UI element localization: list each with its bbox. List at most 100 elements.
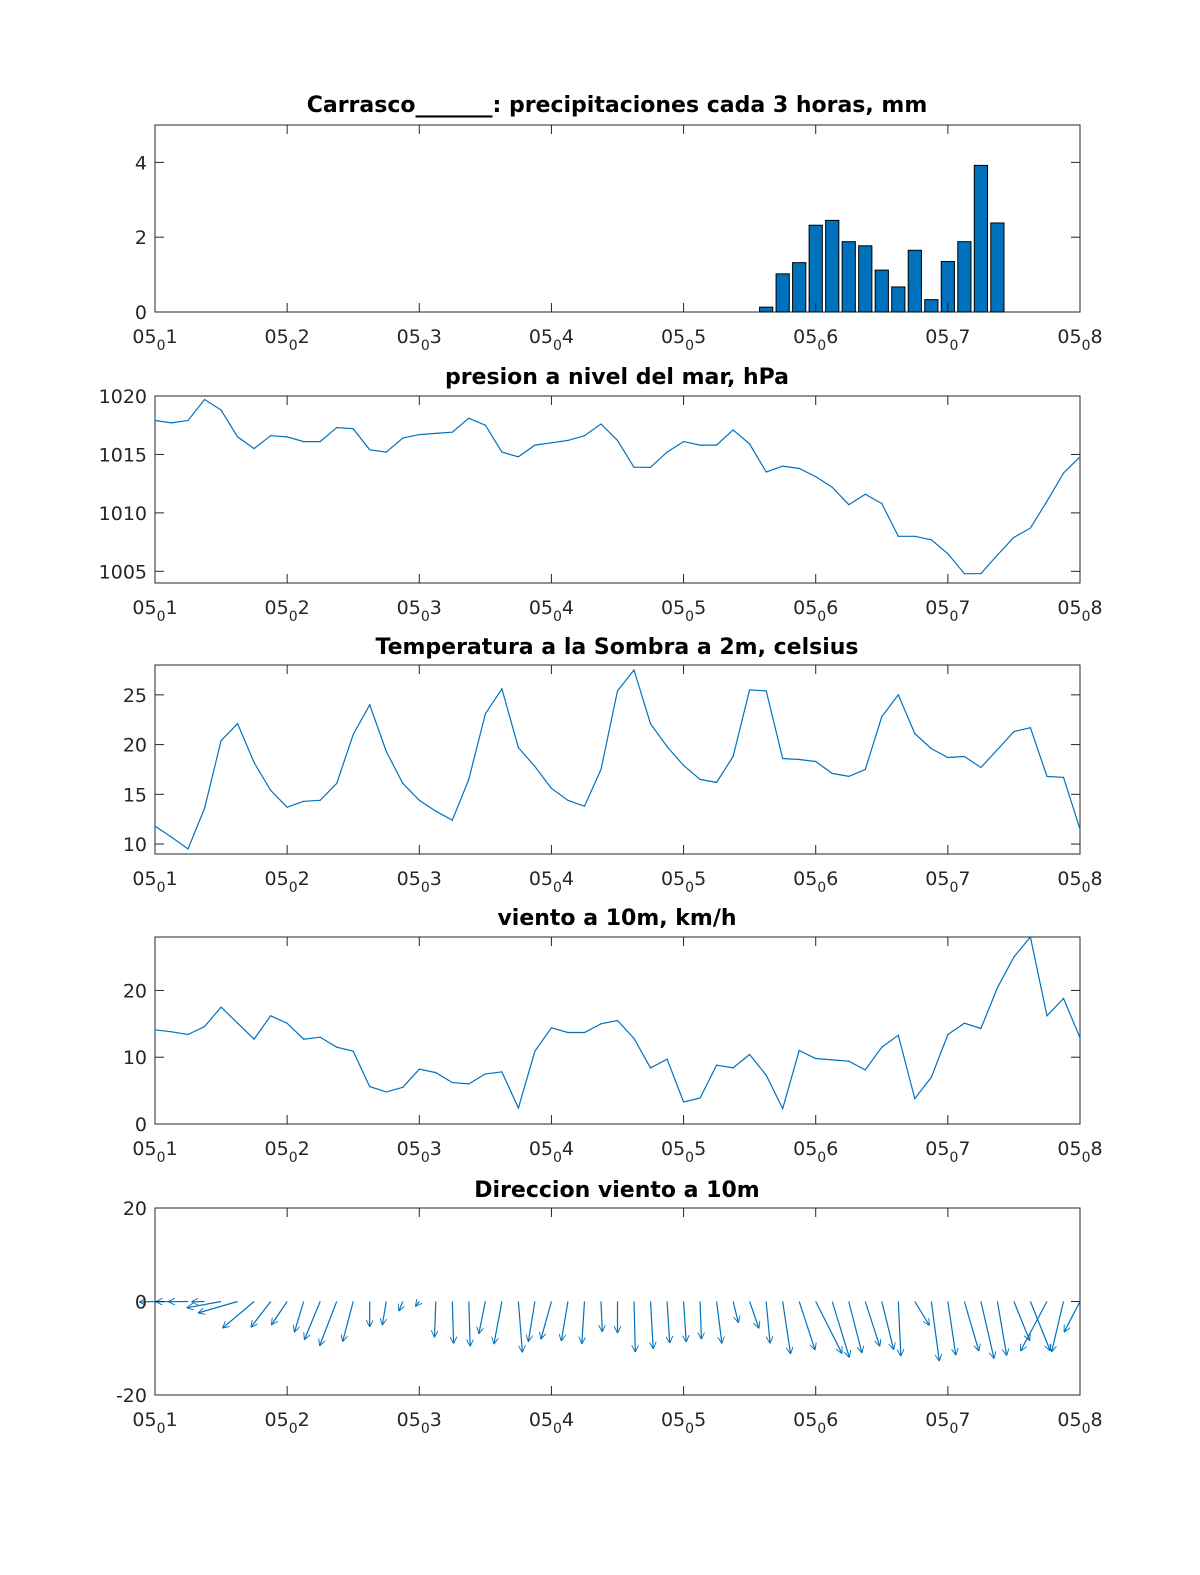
wind-speed-xtick-label: 0503 [397,1138,442,1166]
wind-speed-data-point [583,1031,586,1034]
wind-direction-arrow [601,1301,602,1332]
temperature-data-point [203,807,206,809]
wind-speed-xtick-label: 0504 [529,1138,574,1166]
pressure-data-point [286,436,288,438]
wind-direction-arrow [399,1301,403,1312]
wind-speed-data-point [369,1086,371,1088]
pressure-data-point [550,442,553,444]
wind-speed-data-point [864,1069,866,1071]
wind-speed-data-point [996,987,999,989]
wind-speed-data-point [567,1031,569,1034]
pressure-data-point [253,447,255,450]
precipitation-y-ticks: 0 2 4 [135,152,1080,324]
precipitation-bars [759,164,1005,313]
wind-direction-arrow [1019,1301,1048,1352]
temperature-data-point [567,799,569,801]
wind-direction-arrow [452,1301,453,1344]
wind-direction-xtick-label: 0505 [661,1409,706,1437]
temperature-xtick-label: 0505 [661,868,706,896]
temperature-data-point [914,733,916,735]
temperature-data-point [616,690,619,692]
temperature-data-point [583,805,586,807]
wind-direction-arrow [222,1301,255,1329]
temperature-data-point [881,716,883,718]
wind-speed-data-point [154,1029,156,1031]
wind-direction-xtick-label: 0506 [793,1409,838,1437]
temperature-data-point [749,689,751,691]
pressure-data-point [963,573,965,575]
temperature-ytick-label: 25 [123,685,147,707]
pressure-data-point [534,444,536,446]
pressure-data-point [1062,472,1065,474]
precipitation-bar [775,273,790,313]
wind-direction-arrow [517,1301,522,1353]
pressure-data-point [947,553,949,555]
temperature-data-point [600,768,602,771]
temperature-data-point [468,778,470,780]
wind-direction-xtick-label: 0502 [265,1409,310,1437]
pressure-data-point [682,440,685,443]
wind-speed-title: viento a 10m, km/h [497,906,736,931]
wind-speed-data-point [1062,997,1065,1000]
wind-direction-arrow [320,1301,338,1347]
temperature-data-point [484,713,486,715]
wind-speed-data-point [303,1038,305,1040]
pressure-data-point [451,431,453,433]
temperature-data-point [930,747,932,750]
pressure-ytick-label: 1015 [99,444,147,466]
wind-direction-arrow [415,1302,419,1307]
temperature-data-point [550,787,553,789]
pressure-data-point [633,466,635,468]
pressure-data-point [980,573,982,575]
pressure-data-point [369,449,371,451]
temperature-data-point [220,740,222,742]
wind-direction-arrow [294,1301,305,1333]
wind-speed-data-point [980,1027,982,1030]
wind-speed-data-point [1029,936,1032,938]
wind-direction-arrow [881,1301,894,1350]
pressure-title: presion a nivel del mar, hPa [445,365,789,390]
pressure-data-point [583,435,586,437]
temperature-xtick-label: 0507 [925,868,970,896]
wind-speed-xtick-label: 0508 [1057,1138,1102,1166]
pressure-xtick-label: 0504 [529,597,574,625]
pressure-data-point [815,476,817,478]
wind-speed-data-point [253,1038,255,1040]
temperature-data-point [517,746,519,749]
temperature-data-point [1046,775,1048,778]
precipitation-xtick-label: 0501 [132,326,177,354]
wind-speed-data-point [732,1067,734,1069]
wind-speed-data-point [947,1033,949,1036]
pressure-panel: presion a nivel del mar, hPa 1005 1010 101… [99,365,1103,625]
wind-direction-arrow [382,1301,386,1326]
precipitation-bar [973,164,988,313]
wind-direction-arrow [469,1301,470,1347]
temperature-data-point [187,848,189,850]
temperature-xtick-label: 0508 [1057,868,1102,896]
pressure-data-point [1046,500,1048,502]
pressure-line [154,398,1081,575]
wind-direction-ytick-label: 20 [123,1198,147,1220]
temperature-data-point [633,669,635,671]
wind-direction-arrow [782,1301,791,1355]
temperature-data-point [253,761,255,764]
temperature-data-point [369,704,371,706]
wind-speed-data-point [649,1067,652,1069]
wind-speed-data-point [600,1023,602,1025]
wind-direction-arrow [914,1301,930,1326]
pressure-data-point [831,486,833,488]
wind-direction-xtick-label: 0504 [529,1409,574,1437]
wind-speed-data-point [385,1091,387,1093]
pressure-data-point [600,423,602,425]
wind-speed-data-point [336,1046,338,1048]
wind-speed-data-point [749,1053,751,1056]
temperature-xtick-label: 0503 [397,868,442,896]
wind-direction-arrow [684,1301,687,1343]
pressure-data-point [418,433,420,436]
pressure-data-point [501,451,503,453]
wind-speed-ytick-label: 0 [135,1114,147,1136]
wind-speed-data-point [286,1022,288,1024]
pressure-data-point [567,439,569,442]
